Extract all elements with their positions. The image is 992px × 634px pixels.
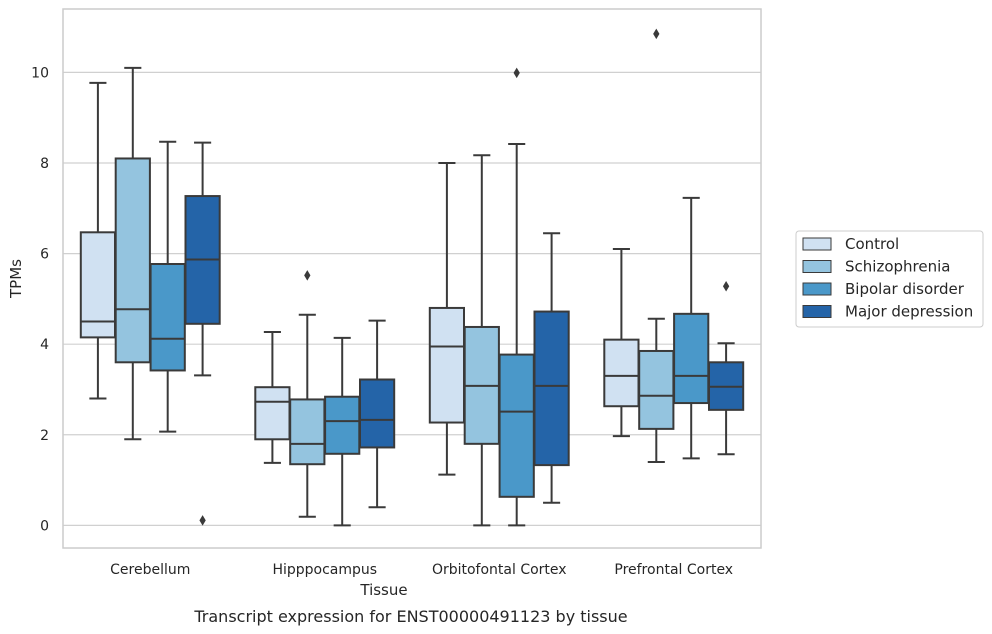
y-tick-label: 0 xyxy=(40,518,49,534)
iqr-box xyxy=(428,306,466,424)
legend-swatch xyxy=(802,282,832,296)
iqr-box xyxy=(114,157,151,364)
iqr-box xyxy=(289,398,326,466)
box-group xyxy=(707,280,745,456)
box-group xyxy=(79,81,117,400)
legend-label: Control xyxy=(845,235,899,253)
outlier-point xyxy=(513,67,520,79)
iqr-box xyxy=(533,310,570,467)
legend: Control Schizophrenia Bipolar disorder Majo… xyxy=(795,230,984,328)
y-tick-label: 2 xyxy=(40,428,49,444)
box-group xyxy=(498,67,535,527)
outlier-point xyxy=(722,280,730,292)
plot-frame xyxy=(62,8,762,549)
legend-swatch xyxy=(802,237,832,251)
box-group xyxy=(673,196,710,460)
iqr-box xyxy=(638,349,675,430)
x-tick-label: Hipppocampus xyxy=(272,562,377,578)
box-group xyxy=(254,330,291,464)
legend-frame xyxy=(795,230,984,328)
legend-swatch xyxy=(802,260,832,273)
iqr-box xyxy=(149,263,186,372)
iqr-box xyxy=(603,338,640,408)
y-tick-label: 4 xyxy=(40,337,49,353)
box-group xyxy=(324,336,361,527)
y-tick-labels: 0 2 4 6 8 10 xyxy=(31,65,49,534)
box-group xyxy=(149,140,186,433)
iqr-box xyxy=(358,378,396,449)
outlier-point xyxy=(653,28,660,40)
x-tick-label: Prefrontal Cortex xyxy=(614,562,733,578)
box-group xyxy=(603,248,640,438)
x-tick-label: Orbitofontal Cortex xyxy=(432,562,567,578)
box-group xyxy=(289,270,326,518)
iqr-box xyxy=(254,386,291,441)
box-group xyxy=(114,66,151,441)
iqr-box xyxy=(673,312,710,405)
legend-label: Bipolar disorder xyxy=(845,280,965,298)
box-group xyxy=(184,141,221,526)
box-group xyxy=(358,319,396,509)
legend-label: Major depression xyxy=(845,303,973,321)
y-axis-title: TPMs xyxy=(7,259,25,299)
outlier-point xyxy=(199,515,206,526)
y-tick-label: 6 xyxy=(40,247,49,263)
box-group xyxy=(463,154,500,527)
chart-caption: Transcript expression for ENST0000049112… xyxy=(193,607,627,626)
x-tick-labels: Cerebellum Hipppocampus Orbitofontal Corte… xyxy=(110,562,733,578)
outlier-point xyxy=(304,270,311,281)
box-group xyxy=(428,162,466,476)
iqr-box xyxy=(498,353,535,498)
iqr-box xyxy=(324,395,361,455)
x-tick-label: Cerebellum xyxy=(110,562,190,578)
box-group xyxy=(533,232,570,504)
box-plot-series xyxy=(79,28,745,527)
y-tick-label: 8 xyxy=(40,156,49,172)
legend-label: Schizophrenia xyxy=(845,258,950,276)
legend-swatch xyxy=(802,305,832,318)
x-axis-title: Tissue xyxy=(359,581,407,599)
y-tick-label: 10 xyxy=(31,65,49,81)
box-group xyxy=(638,28,675,463)
